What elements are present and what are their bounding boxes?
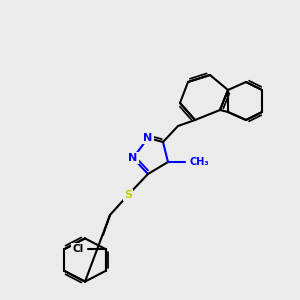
Text: Cl: Cl [73,244,84,254]
Text: N: N [143,133,153,143]
Text: N: N [128,153,138,163]
Text: CH₃: CH₃ [189,157,208,167]
Text: S: S [124,190,132,200]
